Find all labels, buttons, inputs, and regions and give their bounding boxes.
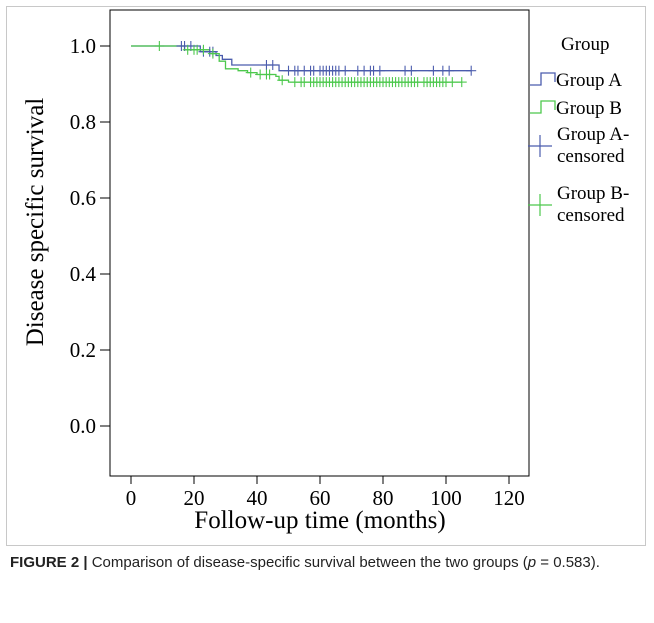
legend-step-swatch bbox=[530, 72, 556, 86]
y-tick-label: 0.2 bbox=[70, 338, 96, 362]
censor-mark-group-b bbox=[154, 41, 165, 51]
legend-item: Group A bbox=[530, 70, 622, 91]
figure-caption: FIGURE 2 | Comparison of disease-specifi… bbox=[10, 552, 646, 573]
y-axis: 0.0 0.2 0.4 0.6 0.8 1.0 bbox=[70, 34, 110, 438]
x-axis: 0 20 40 60 80 100 120 bbox=[126, 476, 525, 510]
x-tick-label: 0 bbox=[126, 486, 137, 510]
legend-label: Group A bbox=[556, 70, 622, 91]
caption-p-value: = 0.583). bbox=[536, 554, 600, 571]
legend-label: Group B-censored bbox=[557, 183, 629, 226]
legend: Group Group A Group B Group A-censored Grou… bbox=[528, 34, 629, 226]
censor-mark-group-a bbox=[406, 65, 417, 76]
censor-mark-group-b bbox=[447, 77, 458, 88]
y-tick-label: 0.4 bbox=[70, 262, 97, 286]
survival-chart: 0.0 0.2 0.4 0.6 0.8 1.0 0 20 40 60 80 100 120 Disea… bbox=[22, 9, 629, 534]
censor-mark-group-a bbox=[466, 65, 477, 76]
x-tick-label: 80 bbox=[373, 486, 394, 510]
x-axis-title: Follow-up time (months) bbox=[194, 507, 445, 534]
curve-group-a bbox=[131, 45, 472, 72]
censor-mark-group-b bbox=[198, 44, 209, 55]
censor-mark-group-b bbox=[245, 67, 256, 78]
y-tick-label: 0.8 bbox=[70, 110, 96, 134]
legend-label: Group A-censored bbox=[557, 124, 629, 167]
y-axis-title: Disease specific survival bbox=[22, 98, 49, 347]
censor-mark-group-a bbox=[444, 65, 455, 76]
x-tick-label: 20 bbox=[184, 486, 205, 510]
x-tick-label: 60 bbox=[310, 486, 331, 510]
censor-mark-group-a bbox=[267, 60, 278, 70]
y-tick-label: 1.0 bbox=[70, 34, 96, 58]
censor-marks bbox=[154, 41, 477, 88]
legend-item: Group A-censored bbox=[528, 124, 629, 167]
legend-item: Group B-censored bbox=[528, 183, 629, 226]
plot-area bbox=[109, 9, 530, 477]
censor-mark-group-b bbox=[264, 69, 275, 80]
censor-mark-group-a bbox=[374, 65, 385, 76]
censor-mark-group-a bbox=[428, 65, 439, 76]
caption-label: FIGURE 2 | bbox=[10, 554, 88, 571]
y-tick-label: 0.0 bbox=[70, 414, 96, 438]
caption-text: Comparison of disease-specific survival … bbox=[87, 554, 528, 571]
legend-title: Group bbox=[561, 34, 610, 55]
censor-mark-group-b bbox=[207, 48, 218, 59]
censor-mark-group-b bbox=[456, 77, 467, 88]
x-tick-label: 120 bbox=[493, 486, 525, 510]
x-tick-label: 40 bbox=[247, 486, 268, 510]
legend-item: Group B bbox=[530, 98, 622, 119]
censor-mark-group-a bbox=[340, 65, 351, 76]
x-tick-label: 100 bbox=[430, 486, 462, 510]
caption-p-symbol: p bbox=[527, 554, 537, 571]
legend-label: Group B bbox=[556, 98, 622, 119]
censor-mark-group-b bbox=[277, 75, 288, 86]
y-tick-label: 0.6 bbox=[70, 186, 96, 210]
legend-step-swatch bbox=[530, 100, 556, 114]
